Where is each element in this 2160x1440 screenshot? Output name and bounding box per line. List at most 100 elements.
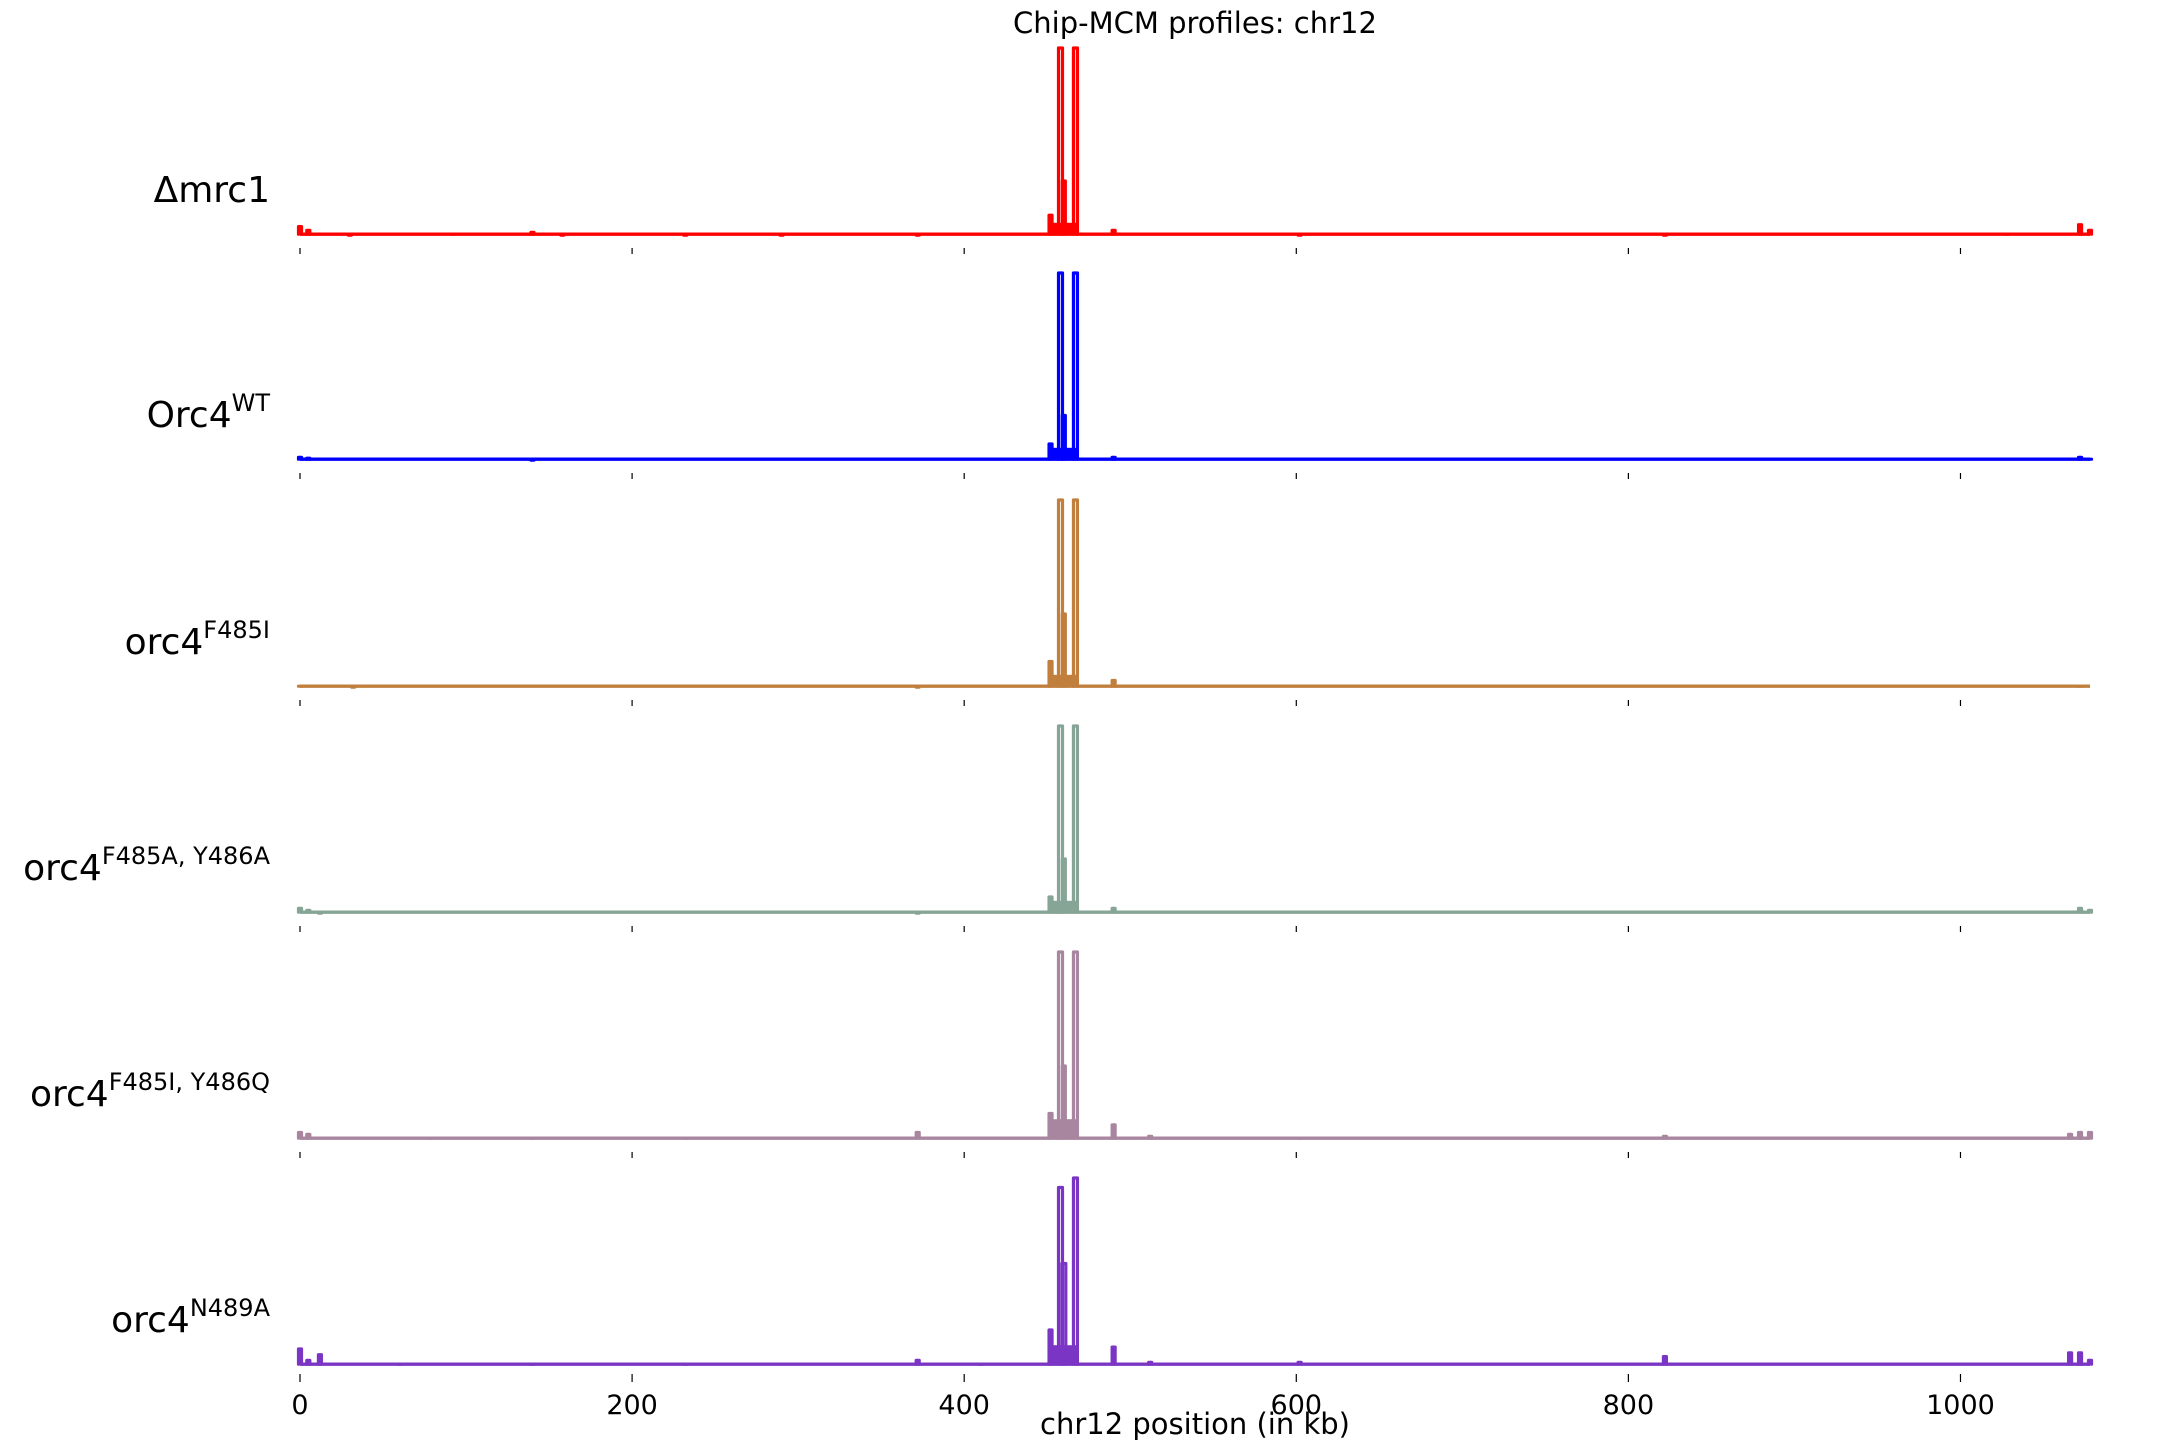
track-peak	[914, 1358, 921, 1366]
track-peak	[1110, 1345, 1117, 1366]
track-peak	[1296, 232, 1303, 237]
track-0: Δmrc1	[154, 46, 2094, 237]
track-peak	[1060, 612, 1067, 688]
track-peak	[914, 684, 921, 689]
track-peak	[296, 225, 304, 236]
track-peak-cluster	[1050, 447, 1079, 460]
track-peak	[1060, 1064, 1067, 1140]
track-peak	[305, 908, 312, 914]
track-peak	[2086, 1130, 2094, 1140]
track-label-superscript: WT	[232, 389, 271, 417]
track-label-superscript: F485I, Y486Q	[109, 1068, 270, 1096]
track-4: orc4F485I, Y486Q	[30, 950, 2094, 1140]
track-peak	[350, 684, 357, 689]
track-peak	[1056, 46, 1065, 236]
track-peak	[2086, 1358, 2094, 1366]
track-peak	[346, 232, 353, 237]
track-peak	[1661, 1134, 1669, 1140]
track-label: Δmrc1	[154, 170, 270, 211]
track-peak-cluster	[1050, 900, 1079, 913]
track-peak	[316, 910, 324, 915]
track-peak	[305, 1358, 312, 1366]
track-peak	[529, 230, 536, 236]
track-peak-cluster	[1050, 222, 1079, 235]
track-peak	[296, 1130, 304, 1140]
track-peak	[2066, 1132, 2074, 1140]
track-1: Orc4WT	[147, 271, 2094, 462]
track-peak	[1110, 678, 1117, 688]
track-5: orc4N489A	[111, 1176, 2094, 1366]
track-peak	[1147, 1134, 1154, 1140]
track-3: orc4F485A, Y486A	[23, 724, 2094, 915]
track-peak	[2086, 228, 2094, 236]
track-peak	[296, 906, 304, 914]
track-peak	[2076, 1130, 2084, 1140]
track-peak	[1060, 857, 1067, 914]
track-peak	[296, 455, 304, 461]
track-peak	[305, 1132, 312, 1140]
track-label-base: Δmrc1	[154, 170, 270, 211]
track-peak	[296, 1347, 304, 1366]
track-peak	[1056, 498, 1065, 688]
track-peak	[529, 457, 536, 462]
track-label-base: orc4	[23, 848, 102, 889]
track-peak	[2076, 906, 2084, 914]
track-peak	[2076, 455, 2084, 461]
track-peak-cluster	[1050, 674, 1079, 687]
x-tick-label: 1000	[1926, 1390, 1995, 1421]
track-peak	[1147, 1360, 1154, 1366]
track-peak	[2076, 1351, 2084, 1366]
track-peak	[914, 910, 921, 915]
track-label-superscript: F485A, Y486A	[102, 842, 271, 870]
track-peak	[1071, 724, 1080, 914]
track-peak	[1661, 1355, 1669, 1366]
track-peak	[1071, 46, 1080, 236]
track-peak	[1110, 455, 1117, 461]
track-peak	[1661, 232, 1669, 237]
track-label-base: orc4	[125, 622, 204, 663]
track-peak	[914, 232, 921, 237]
track-peak	[1071, 1176, 1080, 1366]
track-peak	[2076, 223, 2084, 236]
track-label: Orc4WT	[147, 389, 271, 436]
x-tick-label: 400	[938, 1390, 990, 1421]
track-peak	[1060, 1261, 1068, 1366]
track-peak	[1110, 1123, 1117, 1140]
track-label-superscript: F485I	[203, 616, 270, 644]
track-peak	[1047, 659, 1054, 688]
track-label-superscript: N489A	[190, 1294, 271, 1322]
track-peak	[1071, 950, 1080, 1140]
track-peak	[1071, 271, 1080, 461]
x-tick-label: 600	[1271, 1390, 1323, 1421]
track-peak	[778, 232, 785, 237]
track-label: orc4F485I	[125, 616, 270, 663]
track-label: orc4F485I, Y486Q	[30, 1068, 270, 1115]
track-peak	[316, 1353, 324, 1366]
track-peak	[559, 232, 566, 237]
track-label: orc4F485A, Y486A	[23, 842, 270, 889]
track-peak	[2086, 908, 2094, 914]
track-peak	[1060, 179, 1067, 236]
track-peak	[2066, 1351, 2074, 1366]
track-peak	[682, 232, 689, 237]
x-tick-label: 200	[606, 1390, 658, 1421]
track-peak	[1056, 950, 1065, 1140]
x-axis-ticks: 0 200 400 600 800 1000	[291, 248, 1995, 1421]
track-peak-cluster	[1050, 1119, 1079, 1139]
track-peak-cluster	[1050, 1345, 1079, 1365]
track-peak	[1071, 498, 1080, 688]
track-2: orc4F485I	[125, 498, 2090, 689]
track-peak	[1060, 413, 1067, 461]
x-axis-label: chr12 position (in kb)	[1040, 1407, 1350, 1440]
track-peak	[305, 456, 312, 461]
track-label-base: orc4	[111, 1300, 190, 1341]
track-label: orc4N489A	[111, 1294, 270, 1341]
track-peak	[1056, 271, 1065, 461]
track-label-base: Orc4	[147, 395, 232, 436]
track-peak	[1110, 906, 1117, 914]
track-peak	[1056, 724, 1065, 914]
track-peak	[914, 1130, 921, 1140]
